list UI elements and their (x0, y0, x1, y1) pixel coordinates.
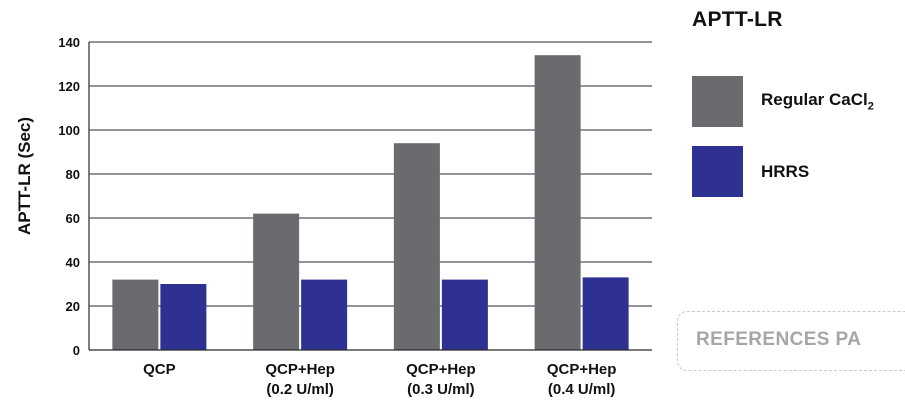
bar-regular-cacl2 (534, 55, 581, 350)
legend-item-regular-cacl2: Regular CaCl2 (692, 76, 874, 127)
legend-label-main: Regular CaCl (761, 90, 868, 110)
references-button[interactable]: REFERENCES PA (677, 311, 905, 371)
y-tick-label: 20 (66, 299, 80, 314)
x-category-label: QCP+Hep (406, 361, 476, 378)
bar-regular-cacl2 (253, 213, 300, 350)
x-category-label: QCP+Hep (547, 361, 617, 378)
bar-regular-cacl2 (393, 143, 440, 350)
legend-label-regular-cacl2: Regular CaCl2 (761, 90, 874, 112)
y-tick-label: 120 (58, 79, 80, 94)
y-tick-label: 100 (58, 123, 80, 138)
x-category-label: (0.4 U/ml) (548, 381, 616, 398)
bar-hrrs (582, 277, 629, 350)
bar-regular-cacl2 (112, 279, 159, 350)
axes (88, 42, 652, 351)
legend-swatch-hrrs (692, 146, 743, 197)
y-tick-labels: 0 20 40 60 80 100 120 140 (58, 35, 80, 358)
x-category-labels: QCP QCP+Hep (0.2 U/ml) QCP+Hep (0.3 U/ml) QCP… (143, 361, 616, 398)
bars (112, 55, 629, 350)
x-category-label: (0.3 U/ml) (407, 381, 475, 398)
bar-hrrs (160, 284, 207, 350)
y-tick-label: 40 (66, 255, 80, 270)
y-tick-label: 80 (66, 167, 80, 182)
legend-label-subscript: 2 (867, 100, 874, 113)
gridlines (89, 41, 652, 307)
references-button-label: REFERENCES PA (696, 329, 862, 350)
x-category-label: QCP (143, 361, 176, 378)
legend-swatch-regular-cacl2 (692, 76, 743, 127)
legend-title: APTT-LR (692, 8, 783, 31)
legend-label-hrrs: HRRS (761, 161, 810, 181)
legend-item-hrrs: HRRS (692, 146, 809, 197)
y-tick-label: 140 (58, 35, 80, 50)
bar-hrrs (441, 279, 488, 350)
y-tick-label: 0 (73, 343, 80, 358)
y-axis-label: APTT-LR (Sec) (15, 117, 34, 235)
bar-hrrs (301, 279, 348, 350)
x-category-label: QCP+Hep (265, 361, 335, 378)
y-tick-label: 60 (66, 211, 80, 226)
x-category-label: (0.2 U/ml) (266, 381, 334, 398)
